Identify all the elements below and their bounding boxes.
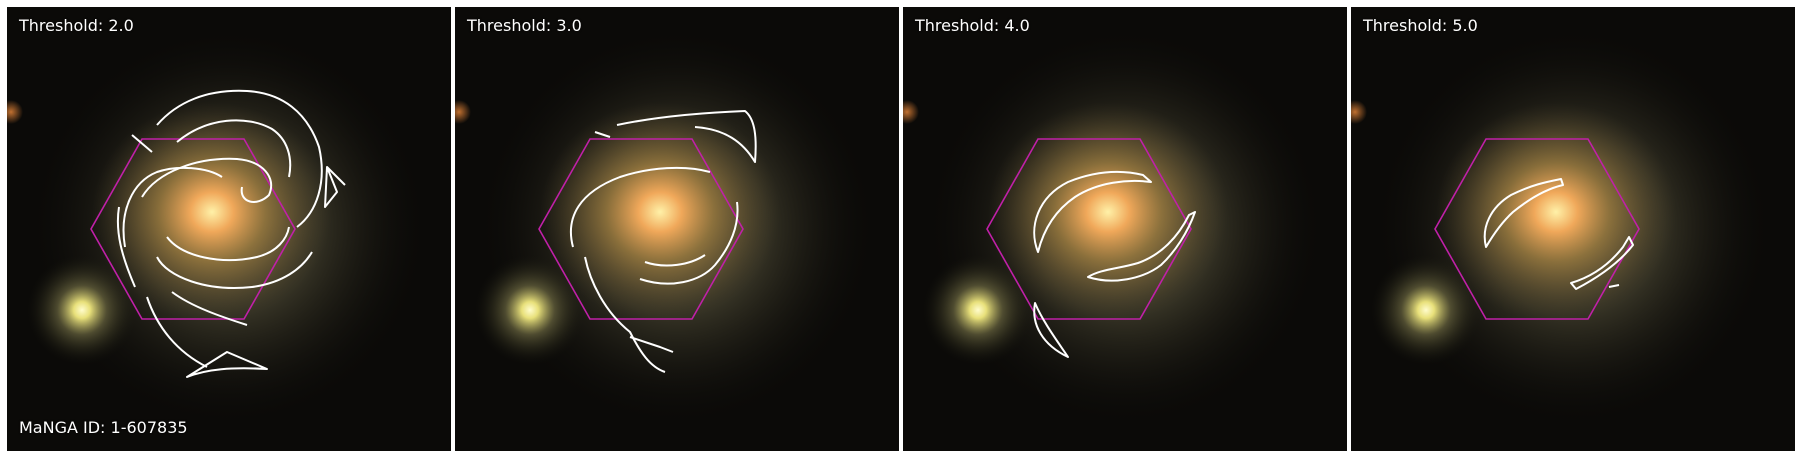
galaxy-image <box>455 7 899 451</box>
threshold-label: Threshold: 3.0 <box>467 16 582 35</box>
threshold-label: Threshold: 2.0 <box>19 16 134 35</box>
threshold-label: Threshold: 4.0 <box>915 16 1030 35</box>
manga-id-label: MaNGA ID: 1-607835 <box>19 418 188 437</box>
panel-threshold-5: Threshold: 5.0 <box>1351 7 1795 451</box>
contour-lines <box>1033 170 1196 358</box>
contour-lines <box>116 89 346 378</box>
galaxy-image <box>1351 7 1795 451</box>
panel-threshold-2: Threshold: 2.0 MaNGA ID: 1-607835 <box>7 7 451 451</box>
threshold-label: Threshold: 5.0 <box>1363 16 1478 35</box>
panel-threshold-3: Threshold: 3.0 <box>455 7 899 451</box>
contour-lines <box>1483 178 1634 290</box>
panel-threshold-4: Threshold: 4.0 <box>903 7 1347 451</box>
galaxy-image <box>903 7 1347 451</box>
galaxy-image <box>7 7 451 451</box>
contour-lines <box>569 110 757 373</box>
